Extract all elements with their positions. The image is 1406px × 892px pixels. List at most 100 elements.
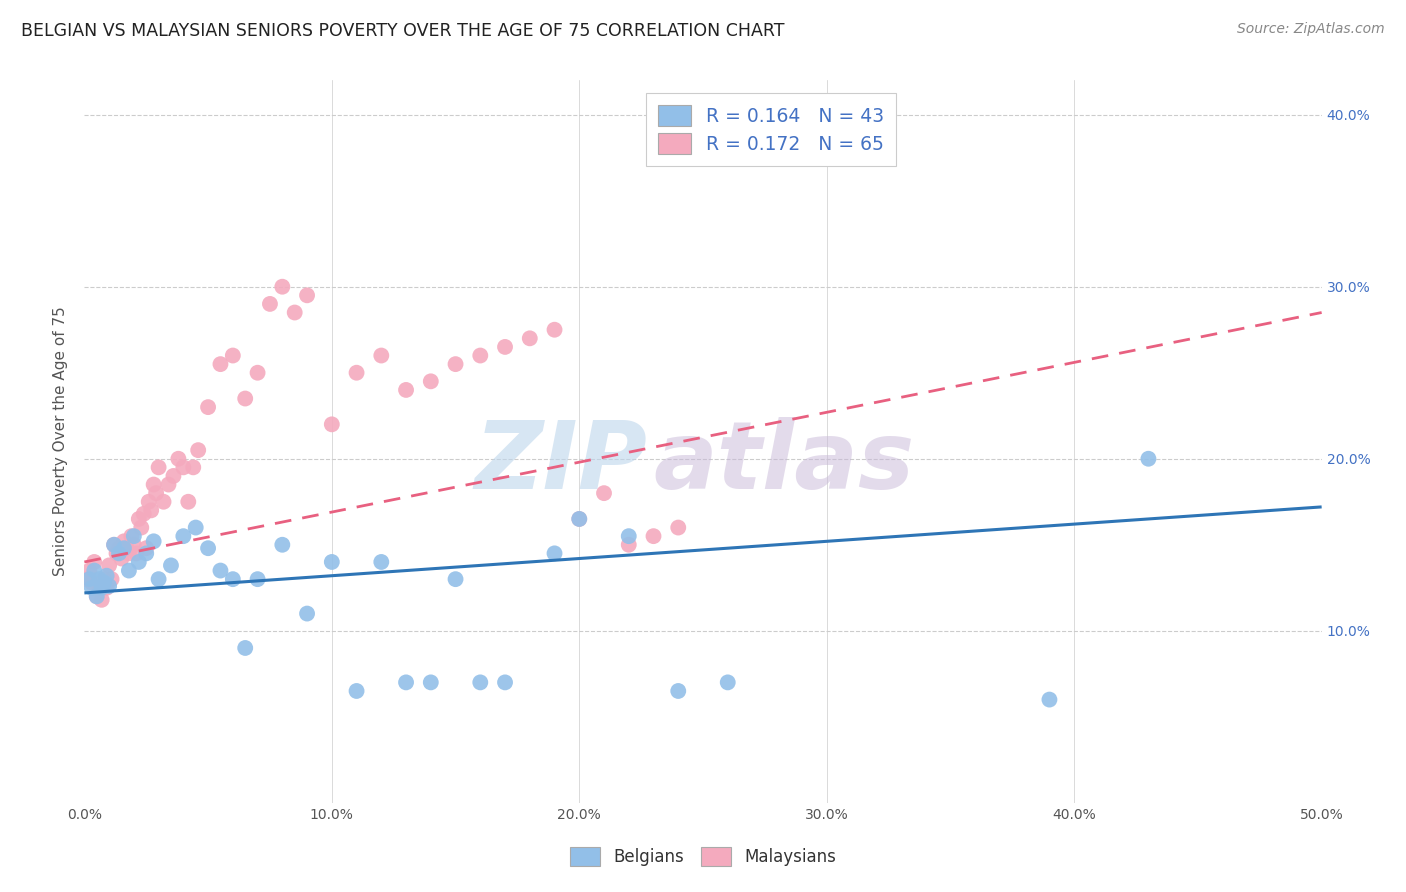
Point — [494, 675, 516, 690]
Point — [93, 572, 115, 586]
Point — [717, 675, 740, 690]
Point — [115, 541, 138, 556]
Point — [666, 684, 689, 698]
Point — [222, 349, 245, 363]
Point — [93, 575, 115, 590]
Point — [181, 460, 204, 475]
Point — [138, 494, 160, 508]
Point — [271, 279, 294, 293]
Point — [86, 590, 108, 604]
Point — [152, 494, 174, 508]
Point — [141, 503, 163, 517]
Point — [162, 469, 184, 483]
Point — [80, 581, 103, 595]
Point — [76, 572, 98, 586]
Point — [617, 538, 640, 552]
Point — [233, 392, 256, 406]
Point — [98, 579, 121, 593]
Point — [108, 541, 131, 556]
Point — [543, 323, 565, 337]
Point — [80, 575, 103, 590]
Point — [295, 288, 318, 302]
Point — [692, 142, 714, 156]
Point — [128, 555, 150, 569]
Point — [741, 116, 763, 130]
Point — [370, 349, 392, 363]
Point — [100, 572, 122, 586]
Point — [86, 590, 108, 604]
Y-axis label: Seniors Poverty Over the Age of 75: Seniors Poverty Over the Age of 75 — [53, 307, 69, 576]
Point — [259, 297, 281, 311]
Point — [222, 572, 245, 586]
Point — [83, 564, 105, 578]
Legend: R = 0.164   N = 43, R = 0.172   N = 65: R = 0.164 N = 43, R = 0.172 N = 65 — [647, 94, 896, 166]
Point — [160, 558, 183, 573]
Point — [643, 529, 665, 543]
Point — [470, 349, 492, 363]
Point — [120, 529, 142, 543]
Point — [157, 477, 180, 491]
Legend: Belgians, Malaysians: Belgians, Malaysians — [564, 840, 842, 873]
Point — [444, 572, 467, 586]
Point — [1137, 451, 1160, 466]
Point — [197, 541, 219, 556]
Point — [118, 564, 141, 578]
Point — [444, 357, 467, 371]
Point — [246, 572, 269, 586]
Point — [209, 564, 232, 578]
Point — [83, 555, 105, 569]
Point — [519, 331, 541, 345]
Point — [122, 538, 145, 552]
Point — [1038, 692, 1060, 706]
Point — [321, 555, 343, 569]
Point — [125, 546, 148, 560]
Text: atlas: atlas — [654, 417, 915, 509]
Point — [593, 486, 616, 500]
Text: Source: ZipAtlas.com: Source: ZipAtlas.com — [1237, 22, 1385, 37]
Point — [717, 133, 740, 147]
Point — [370, 555, 392, 569]
Point — [108, 546, 131, 560]
Point — [129, 520, 152, 534]
Point — [79, 564, 101, 578]
Point — [419, 675, 441, 690]
Point — [112, 541, 135, 556]
Point — [96, 568, 118, 582]
Point — [617, 529, 640, 543]
Point — [98, 558, 121, 573]
Point — [666, 520, 689, 534]
Point — [470, 675, 492, 690]
Point — [395, 383, 418, 397]
Point — [142, 477, 165, 491]
Point — [271, 538, 294, 552]
Point — [568, 512, 591, 526]
Point — [89, 581, 111, 595]
Point — [135, 541, 157, 556]
Point — [197, 400, 219, 414]
Point — [112, 534, 135, 549]
Point — [90, 581, 112, 595]
Point — [184, 520, 207, 534]
Point — [246, 366, 269, 380]
Point — [105, 546, 128, 560]
Point — [187, 443, 209, 458]
Point — [494, 340, 516, 354]
Point — [419, 375, 441, 389]
Point — [142, 534, 165, 549]
Point — [132, 507, 155, 521]
Point — [148, 460, 170, 475]
Text: BELGIAN VS MALAYSIAN SENIORS POVERTY OVER THE AGE OF 75 CORRELATION CHART: BELGIAN VS MALAYSIAN SENIORS POVERTY OVE… — [21, 22, 785, 40]
Point — [395, 675, 418, 690]
Point — [122, 529, 145, 543]
Point — [346, 684, 368, 698]
Point — [145, 486, 167, 500]
Point — [96, 581, 118, 595]
Point — [148, 572, 170, 586]
Point — [118, 546, 141, 560]
Point — [209, 357, 232, 371]
Point — [284, 305, 307, 319]
Point — [167, 451, 190, 466]
Point — [135, 546, 157, 560]
Point — [110, 551, 132, 566]
Point — [543, 546, 565, 560]
